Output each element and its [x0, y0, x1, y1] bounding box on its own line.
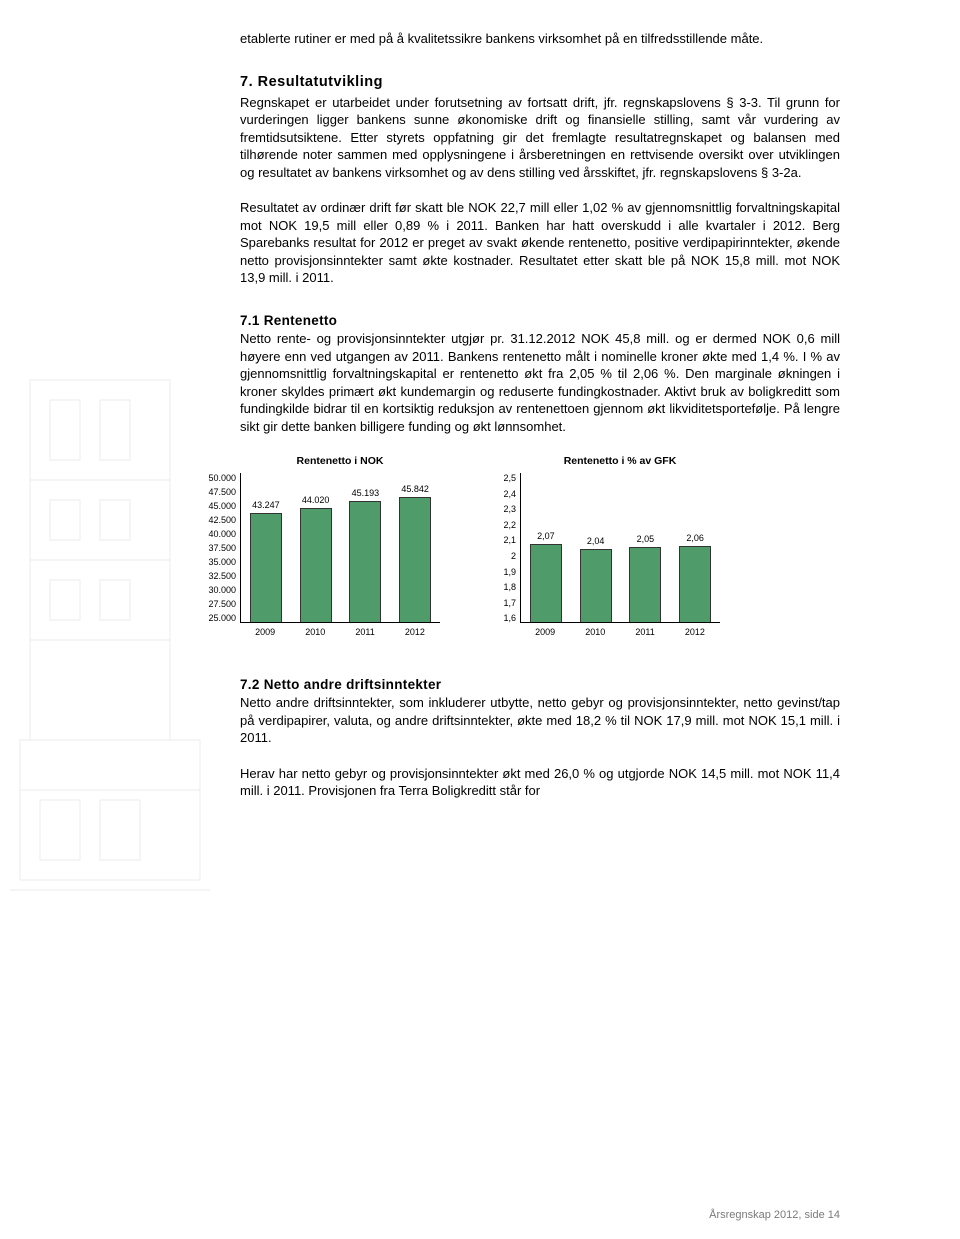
x-tick-label: 2011: [635, 627, 654, 637]
y-tick-label: 47.500: [196, 487, 236, 497]
x-tick-label: 2012: [685, 627, 705, 637]
y-tick-label: 42.500: [196, 515, 236, 525]
section-7-2-para-2: Herav har netto gebyr og provisjonsinnte…: [240, 765, 840, 800]
plot-area: 43.247 44.020 45.193 45.842: [240, 473, 440, 623]
y-tick-label: 30.000: [196, 585, 236, 595]
y-tick-label: 35.000: [196, 557, 236, 567]
bar: 2,07: [530, 544, 562, 622]
x-tick-label: 2010: [585, 627, 605, 637]
section-7-para-1: Regnskapet er utarbeidet under forutsetn…: [240, 94, 840, 182]
y-tick-label: 40.000: [196, 529, 236, 539]
y-tick-label: 1,6: [476, 613, 516, 623]
section-7-1-para: Netto rente- og provisjonsinntekter utgj…: [240, 330, 840, 435]
y-tick-label: 32.500: [196, 571, 236, 581]
y-tick-label: 37.500: [196, 543, 236, 553]
bar: 43.247: [250, 513, 282, 622]
bar-value-label: 43.247: [252, 500, 280, 510]
bar: 2,05: [629, 547, 661, 622]
chart-rentenetto-pct: Rentenetto i % av GFK 2,52,42,32,22,121,…: [520, 455, 720, 637]
y-axis-labels: 2,5 2,4 2,3 2,2 2,1 2 1,9 1,8 1,7 1,6: [476, 473, 516, 623]
page-footer: Årsregnskap 2012, side 14: [709, 1209, 840, 1221]
chart-1-title: Rentenetto i NOK: [297, 455, 384, 467]
bar: 45.842: [399, 497, 431, 622]
x-tick-label: 2011: [355, 627, 374, 637]
x-tick-label: 2012: [405, 627, 425, 637]
y-tick-label: 2,3: [476, 504, 516, 514]
bar-value-label: 44.020: [302, 495, 330, 505]
section-7-heading: 7. Resultatutvikling: [240, 74, 840, 90]
bar: 2,04: [580, 549, 612, 622]
bar-value-label: 45.842: [401, 484, 429, 494]
x-axis-labels: 2009 2010 2011 2012: [240, 627, 440, 637]
page-content: etablerte rutiner er med på å kvalitetss…: [0, 0, 960, 848]
plot-area: 2,07 2,04 2,05 2,06: [520, 473, 720, 623]
section-7-2-para-1: Netto andre driftsinntekter, som inklude…: [240, 694, 840, 747]
y-tick-label: 2,1: [476, 535, 516, 545]
y-tick-label: 1,7: [476, 598, 516, 608]
bar: 44.020: [300, 508, 332, 622]
bar-value-label: 2,04: [587, 536, 605, 546]
intro-paragraph: etablerte rutiner er med på å kvalitetss…: [240, 30, 840, 48]
chart-1-plot: 50.00047.50045.00042.50040.00037.50035.0…: [240, 473, 440, 637]
bar-value-label: 2,06: [686, 533, 704, 543]
y-tick-label: 45.000: [196, 501, 236, 511]
section-7-para-2: Resultatet av ordinær drift før skatt bl…: [240, 199, 840, 287]
bars-container: 43.247 44.020 45.193 45.842: [241, 473, 440, 622]
bars-container: 2,07 2,04 2,05 2,06: [521, 473, 720, 622]
chart-2-plot: 2,52,42,32,22,121,91,81,71,62,072,042,05…: [520, 473, 720, 637]
y-tick-label: 25.000: [196, 613, 236, 623]
y-axis-labels: 50.000 47.500 45.000 42.500 40.000 37.500 35.0…: [196, 473, 236, 623]
y-tick-label: 27.500: [196, 599, 236, 609]
y-tick-label: 50.000: [196, 473, 236, 483]
y-tick-label: 1,8: [476, 582, 516, 592]
y-tick-label: 2,4: [476, 489, 516, 499]
section-7-2-heading: 7.2 Netto andre driftsinntekter: [240, 677, 840, 692]
bar-value-label: 2,07: [537, 531, 555, 541]
x-axis-labels: 2009 2010 2011 2012: [520, 627, 720, 637]
y-tick-label: 2: [476, 551, 516, 561]
section-7-1-heading: 7.1 Rentenetto: [240, 313, 840, 328]
y-tick-label: 2,5: [476, 473, 516, 483]
charts-row: Rentenetto i NOK 50.00047.50045.00042.50…: [240, 455, 840, 637]
x-tick-label: 2009: [535, 627, 555, 637]
x-tick-label: 2009: [255, 627, 275, 637]
bar: 2,06: [679, 546, 711, 623]
y-tick-label: 1,9: [476, 567, 516, 577]
bar-value-label: 2,05: [637, 534, 655, 544]
bar: 45.193: [349, 501, 381, 622]
bar-value-label: 45.193: [352, 488, 380, 498]
x-tick-label: 2010: [305, 627, 325, 637]
y-tick-label: 2,2: [476, 520, 516, 530]
chart-2-title: Rentenetto i % av GFK: [564, 455, 677, 467]
chart-rentenetto-nok: Rentenetto i NOK 50.00047.50045.00042.50…: [240, 455, 440, 637]
